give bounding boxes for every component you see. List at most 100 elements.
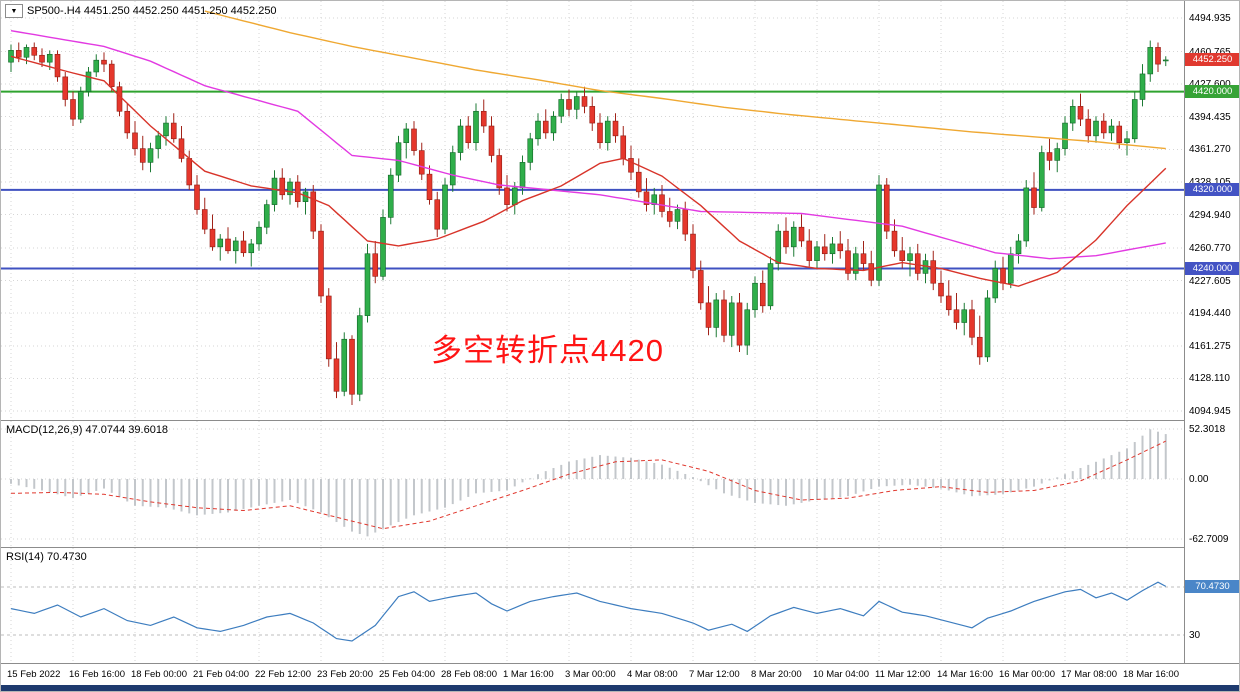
candle-body <box>1046 152 1053 161</box>
macd-bar <box>110 479 113 493</box>
symbol-ohlc-readout: SP500-.H4 4451.250 4452.250 4451.250 445… <box>27 5 277 17</box>
price-chart-pane[interactable]: ▼ SP500-.H4 4451.250 4452.250 4451.250 4… <box>1 1 1184 420</box>
candle-body <box>147 148 154 163</box>
taskbar-strip <box>1 685 1239 691</box>
macd-bar <box>823 479 826 500</box>
rsi-value-badge: 70.4730 <box>1185 580 1239 593</box>
time-axis[interactable]: 15 Feb 2022 16 Feb 16:00 18 Feb 00:00 21 Fe… <box>1 664 1184 685</box>
candle-body <box>287 181 293 196</box>
ma-line-slow-ma-orange <box>204 10 1166 150</box>
candle-body <box>62 76 69 100</box>
candle-body <box>566 99 572 110</box>
macd-bar <box>994 479 997 495</box>
candle-body <box>535 120 541 140</box>
time-label: 14 Mar 16:00 <box>937 669 993 680</box>
macd-bar <box>33 479 36 489</box>
candle-body <box>628 158 634 173</box>
macd-bar <box>606 455 609 479</box>
macd-bar <box>1164 434 1167 479</box>
macd-bar <box>940 479 942 489</box>
macd-bar <box>963 479 966 495</box>
candle-body <box>77 91 84 120</box>
candle-body <box>1062 122 1068 149</box>
candle-body <box>814 246 820 261</box>
time-label: 15 Feb 2022 <box>7 669 61 680</box>
candle-body <box>767 263 774 307</box>
macd-bar <box>87 479 90 494</box>
candle-body <box>194 184 200 210</box>
macd-bar <box>490 479 493 492</box>
macd-bar <box>343 479 346 527</box>
rsi-chart[interactable] <box>1 548 1184 663</box>
macd-bar <box>149 479 152 507</box>
macd-chart[interactable] <box>1 421 1184 547</box>
macd-bar <box>118 479 121 498</box>
macd-bar <box>1071 471 1074 479</box>
candle-body <box>976 336 983 358</box>
rsi-pane[interactable]: RSI(14) 70.4730 <box>1 548 1184 663</box>
macd-bar <box>1056 477 1059 479</box>
candle-body <box>666 211 673 222</box>
hline-4320-badge: 4320.000 <box>1185 183 1239 196</box>
candle-body <box>442 184 448 230</box>
time-label: 22 Feb 12:00 <box>255 669 311 680</box>
macd-bar <box>312 479 315 510</box>
time-label: 23 Feb 20:00 <box>317 669 373 680</box>
price-tick-label: 4328.105 <box>1189 177 1231 188</box>
macd-bar <box>25 479 28 488</box>
macd-pane[interactable]: MACD(12,26,9) 47.0744 39.6018 <box>1 421 1184 547</box>
candle-body <box>124 110 131 134</box>
macd-bar <box>126 479 129 502</box>
macd-bar <box>847 479 849 497</box>
macd-bar <box>1048 479 1051 481</box>
price-scale-column[interactable]: 4494.935 4460.765 4427.600 4394.435 4361.270… <box>1185 1 1239 663</box>
macd-bar <box>475 479 477 494</box>
candle-body <box>225 238 231 252</box>
rsi-tick-label: 30 <box>1189 630 1201 641</box>
macd-bar <box>909 479 911 485</box>
chevron-down-icon: ▼ <box>10 7 18 15</box>
macd-bar <box>862 479 865 492</box>
macd-bar <box>986 479 989 496</box>
candle-body <box>318 230 324 297</box>
ma-line-mid-ma-magenta <box>10 30 1166 260</box>
time-label: 16 Mar 00:00 <box>999 669 1055 680</box>
macd-bar <box>1102 458 1105 479</box>
macd-bar <box>583 458 586 479</box>
macd-bar <box>72 479 74 499</box>
candle-body <box>542 120 549 134</box>
candle-body <box>279 177 286 196</box>
macd-bar <box>622 457 625 479</box>
candle-body <box>23 47 30 58</box>
candle-body <box>54 53 61 78</box>
macd-bar <box>614 456 617 479</box>
macd-bar <box>258 479 260 506</box>
macd-bar <box>777 479 780 506</box>
macd-bar <box>955 479 958 493</box>
pane-divider[interactable] <box>1 420 1239 421</box>
pane-divider[interactable] <box>1 547 1239 548</box>
candlestick-chart[interactable] <box>1 1 1184 420</box>
price-tick-label: 4260.770 <box>1189 243 1231 255</box>
macd-bar <box>180 479 183 512</box>
macd-bar <box>1002 479 1004 495</box>
candle-body <box>651 194 658 205</box>
candle-body <box>1031 187 1037 208</box>
candle-body <box>1162 59 1169 62</box>
macd-histogram <box>10 429 1167 537</box>
macd-bar <box>227 479 229 513</box>
candle-body <box>581 96 588 107</box>
price-tick-label: 4494.935 <box>1189 13 1231 24</box>
candle-body <box>938 282 944 297</box>
macd-tick-label: 52.3018 <box>1189 424 1226 435</box>
candle-body <box>790 226 797 248</box>
candle-body <box>341 338 348 392</box>
macd-bar <box>289 479 291 501</box>
candle-body <box>705 302 712 328</box>
macd-signal-line <box>10 440 1167 530</box>
symbol-dropdown-button[interactable]: ▼ <box>5 4 23 18</box>
candle-body <box>821 246 828 255</box>
candle-body <box>620 135 627 159</box>
candle-body <box>201 209 208 230</box>
